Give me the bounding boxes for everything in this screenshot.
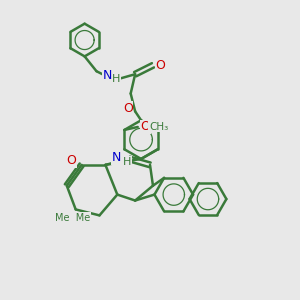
Text: O: O: [66, 154, 76, 167]
Text: O: O: [140, 121, 150, 134]
Text: N: N: [112, 151, 122, 164]
Text: H: H: [123, 157, 131, 167]
Text: H: H: [112, 74, 120, 84]
Text: N: N: [103, 69, 112, 82]
Text: O: O: [123, 102, 133, 115]
Text: O: O: [155, 59, 165, 72]
Text: CH₃: CH₃: [149, 122, 168, 132]
Text: Me  Me: Me Me: [55, 213, 90, 223]
